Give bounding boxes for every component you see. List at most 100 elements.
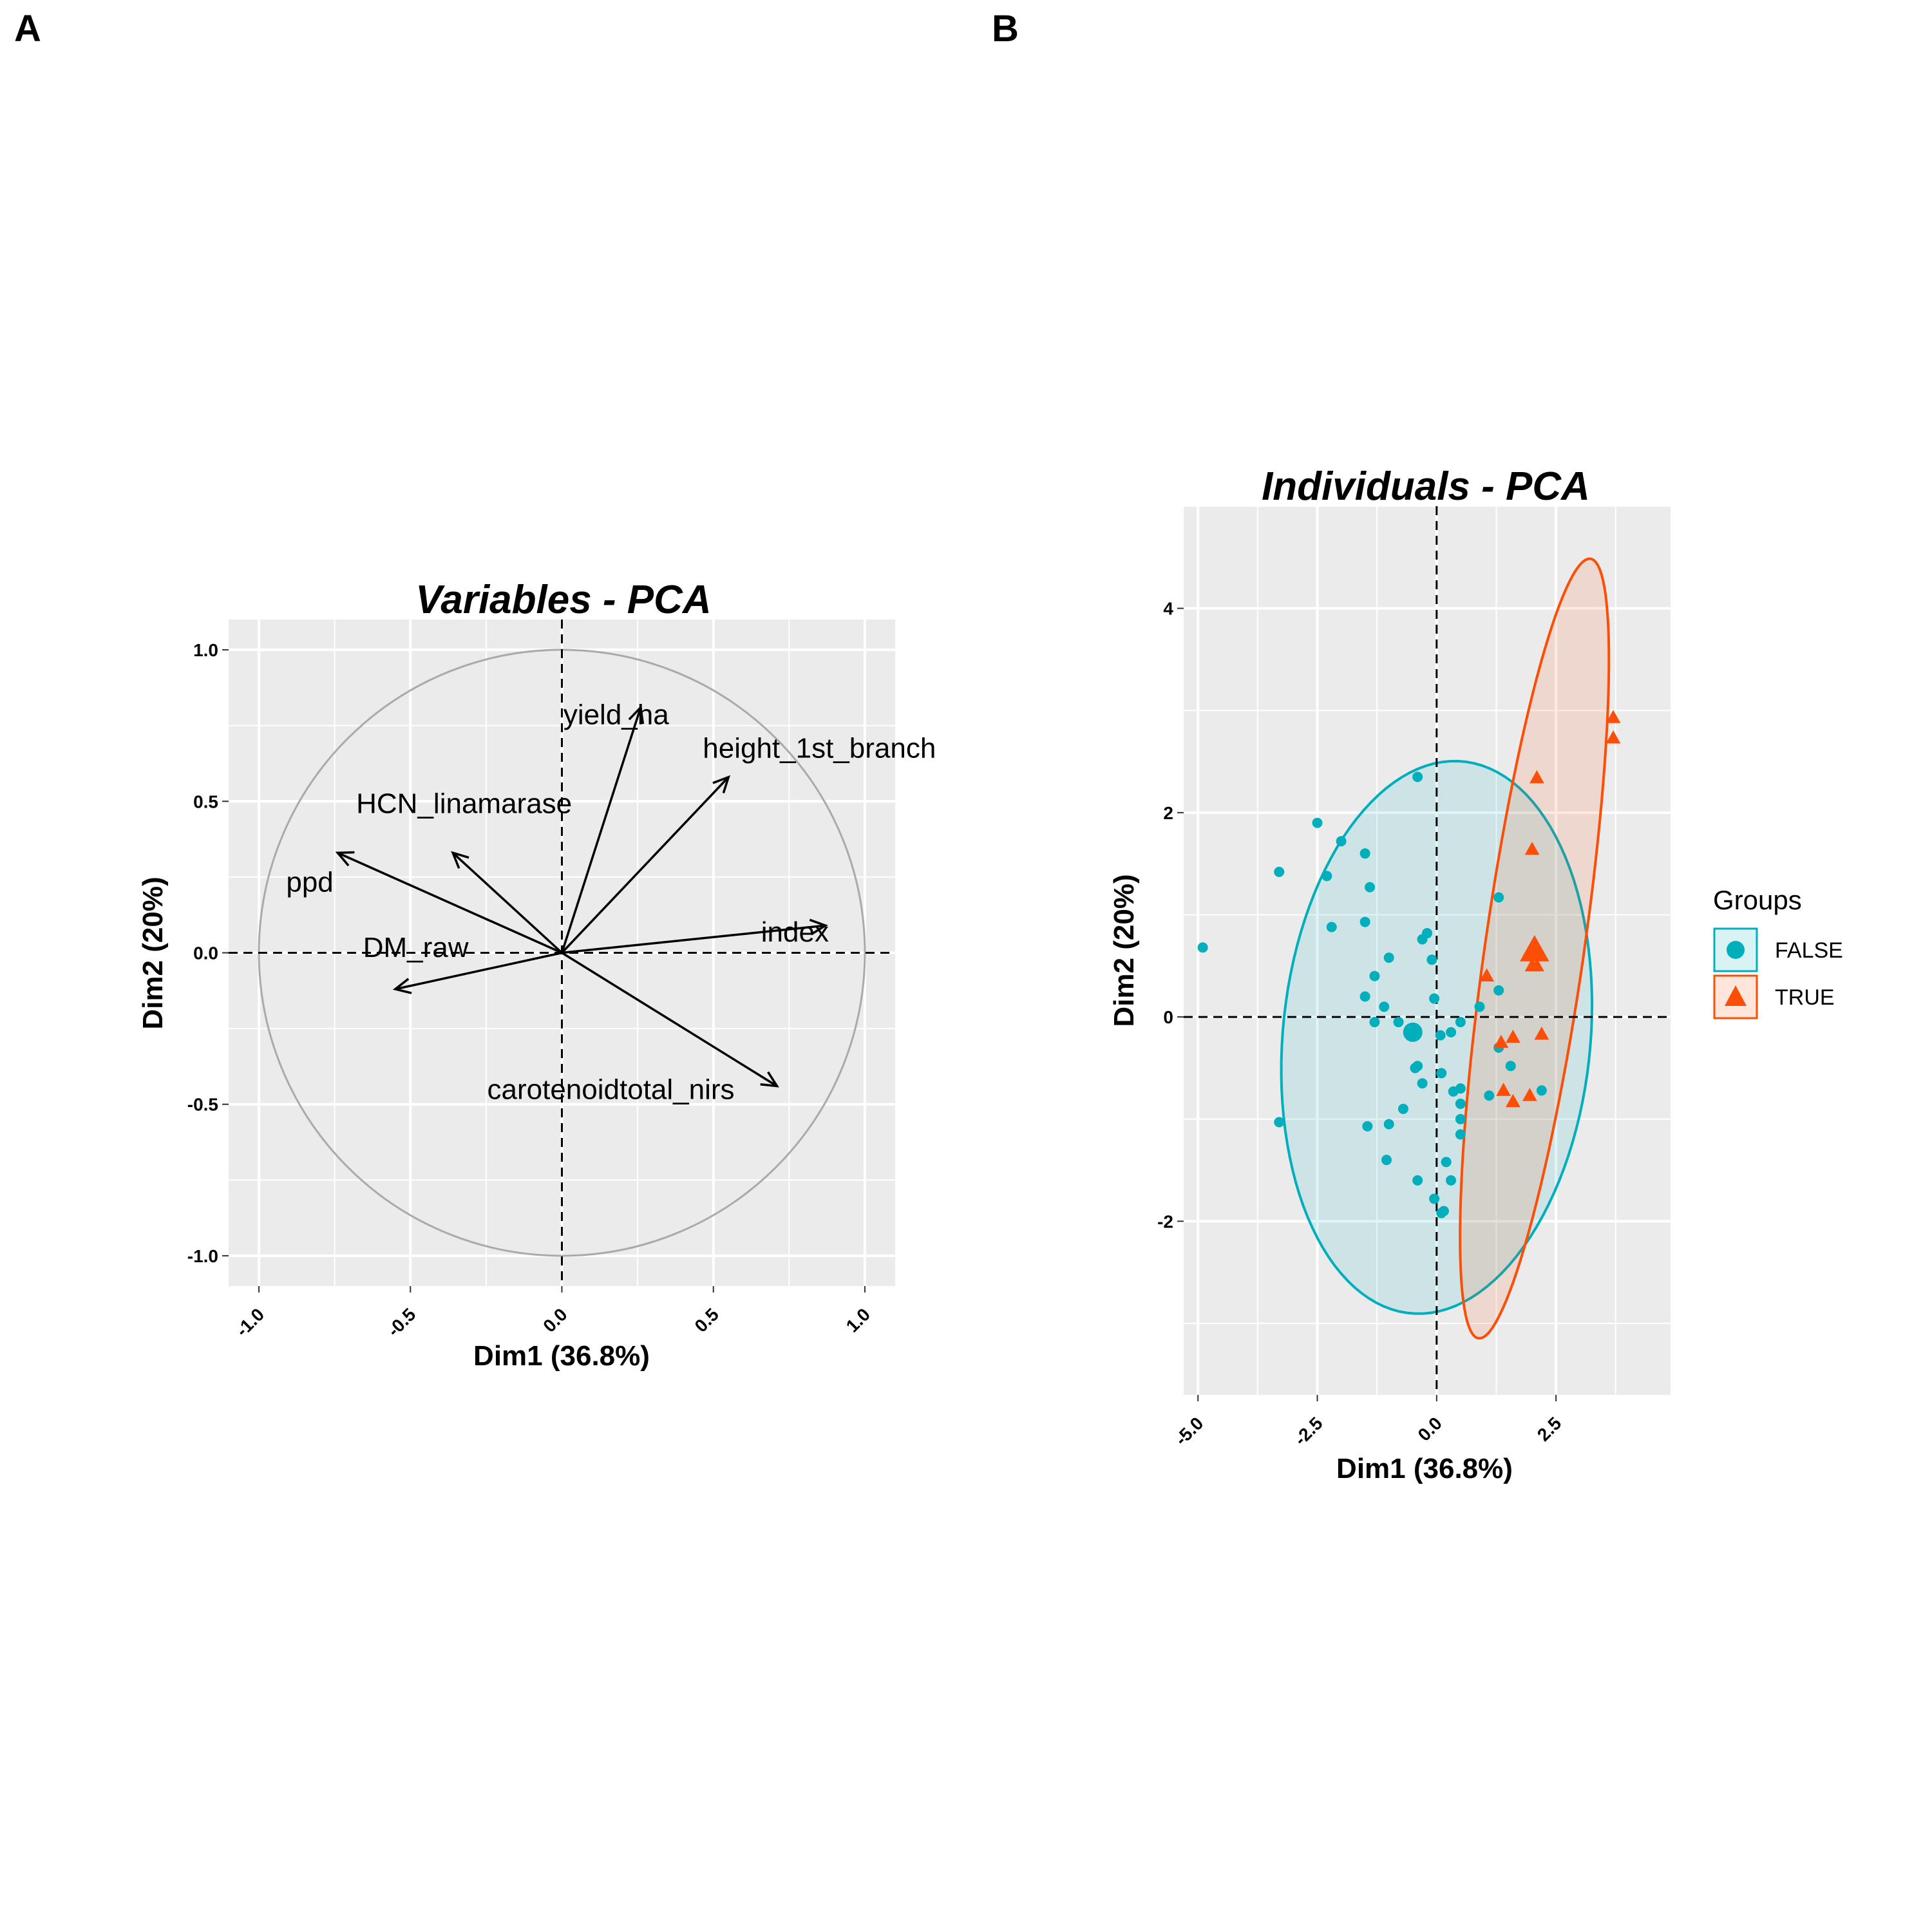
arrow-yield-ha	[560, 706, 642, 954]
x-tick-label: -2.5	[1291, 1413, 1327, 1449]
arrow-ppd	[337, 851, 563, 954]
point-false	[1426, 954, 1437, 965]
point-false	[1274, 866, 1285, 877]
point-false	[1455, 1017, 1466, 1028]
point-false	[1379, 1001, 1390, 1012]
point-true	[1534, 1027, 1549, 1040]
point-false	[1359, 916, 1370, 927]
variables-pca-chart: Variables - PCA yield_ha height_1st_branc…	[137, 578, 936, 1372]
point-false	[1441, 1157, 1452, 1168]
point-false	[1436, 1208, 1447, 1218]
point-false	[1493, 892, 1504, 903]
point-false	[1422, 928, 1432, 939]
y-tick-label: -1.0	[187, 1246, 218, 1266]
variables-x-ticks: -1.0 -0.5 0.0 0.5 1.0	[232, 1286, 874, 1340]
variable-label-carotenoidtotal-nirs: carotenoidtotal_nirs	[488, 1074, 735, 1106]
variables-y-ticks: -1.0 -0.5 0.0 0.5 1.0	[187, 640, 229, 1266]
y-tick-label: 4	[1163, 599, 1173, 619]
individuals-clipped-layer	[1184, 506, 1671, 1395]
variable-label-index: index	[761, 916, 829, 948]
individuals-plot-layer	[1184, 506, 1671, 1395]
point-true	[1479, 968, 1495, 982]
individuals-x-ticks: -5.0 -2.5 0.0 2.5	[1171, 1395, 1565, 1449]
individuals-y-axis-title: Dim2 (20%)	[1108, 874, 1140, 1027]
point-false	[1455, 1129, 1466, 1140]
arrowhead-ppd	[335, 851, 355, 867]
point-false	[1383, 1119, 1394, 1130]
point-true	[1530, 770, 1544, 784]
arrowhead-hcn-linamarase	[451, 851, 469, 869]
point-false	[1412, 772, 1423, 782]
variable-label-height-1st-branch: height_1st_branch	[703, 733, 936, 764]
point-false	[1369, 1017, 1380, 1028]
groups-legend: Groups FALSE TRUE	[1713, 885, 1843, 1019]
arrowhead-dm-raw	[392, 978, 412, 994]
point-false	[1505, 1061, 1516, 1072]
point-false	[1474, 1001, 1485, 1012]
point-true	[1506, 1094, 1520, 1108]
arrow-carotenoidtotal-nirs	[561, 952, 778, 1087]
x-tick-label: 0.0	[539, 1304, 571, 1336]
point-true	[1524, 841, 1540, 855]
point-false	[1359, 991, 1370, 1002]
point-false	[1321, 871, 1332, 882]
legend-label-true: TRUE	[1775, 985, 1835, 1010]
point-false	[1446, 1175, 1457, 1186]
point-false	[1326, 922, 1337, 933]
legend-label-false: FALSE	[1775, 938, 1843, 963]
panel-label-b: B	[992, 8, 1019, 50]
arrowhead-height-1st-branch	[712, 775, 731, 793]
variables-y-axis-title: Dim2 (20%)	[137, 876, 169, 1029]
legend-symbol-true	[1725, 985, 1747, 1006]
point-false	[1412, 1061, 1423, 1072]
y-tick-label: 2	[1163, 803, 1173, 823]
point-false	[1455, 1098, 1466, 1109]
point-true	[1506, 1029, 1520, 1043]
variables-plot-layer: yield_ha height_1st_branch HCN_linamarasep…	[229, 620, 936, 1286]
arrow-dm-raw	[395, 951, 562, 990]
centroid-false	[1403, 1022, 1423, 1042]
point-false	[1397, 1103, 1408, 1114]
point-false	[1393, 1017, 1404, 1028]
individuals-x-axis-title: Dim1 (36.8%)	[1336, 1453, 1513, 1484]
y-tick-label: -2	[1157, 1211, 1173, 1231]
x-tick-label: 1.0	[842, 1304, 874, 1336]
variable-label-yield-ha: yield_ha	[564, 699, 669, 730]
point-false	[1429, 1193, 1440, 1204]
point-false	[1336, 836, 1347, 847]
point-false	[1536, 1085, 1547, 1096]
legend-symbol-false	[1727, 941, 1745, 959]
y-tick-label: 0	[1163, 1007, 1173, 1027]
x-tick-label: -5.0	[1171, 1413, 1207, 1449]
arrowhead-index	[809, 918, 828, 936]
arrowhead-carotenoidtotal-nirs	[760, 1071, 779, 1088]
x-tick-label: 0.5	[691, 1304, 723, 1336]
point-false	[1359, 848, 1370, 859]
point-false	[1362, 1121, 1373, 1132]
legend-title: Groups	[1713, 885, 1802, 915]
point-false	[1197, 942, 1208, 953]
x-tick-label: -0.5	[383, 1304, 419, 1340]
variables-pca-title: Variables - PCA	[415, 578, 711, 622]
x-tick-label: 0.0	[1414, 1413, 1446, 1444]
panel-label-a: A	[14, 8, 41, 50]
individuals-pca-chart: Individuals - PCA -5.0 -2.5 0.0 2.5 -2 0 2 4 D…	[1108, 464, 1843, 1484]
y-tick-label: 1.0	[193, 640, 218, 660]
x-tick-label: 2.5	[1533, 1413, 1565, 1444]
point-false	[1455, 1113, 1466, 1124]
y-tick-label: 0.0	[193, 943, 218, 963]
point-true	[1493, 1034, 1509, 1048]
point-false	[1274, 1117, 1285, 1128]
point-false	[1383, 952, 1394, 963]
point-false	[1417, 1078, 1428, 1089]
point-false	[1312, 817, 1323, 828]
arrow-hcn-linamarase	[451, 851, 563, 954]
point-false	[1365, 882, 1376, 893]
point-false	[1484, 1090, 1495, 1101]
point-false	[1369, 971, 1380, 981]
arrowhead-yield-ha	[628, 705, 645, 724]
point-false	[1435, 1030, 1446, 1041]
point-false	[1412, 1175, 1423, 1186]
point-false	[1436, 1068, 1447, 1079]
